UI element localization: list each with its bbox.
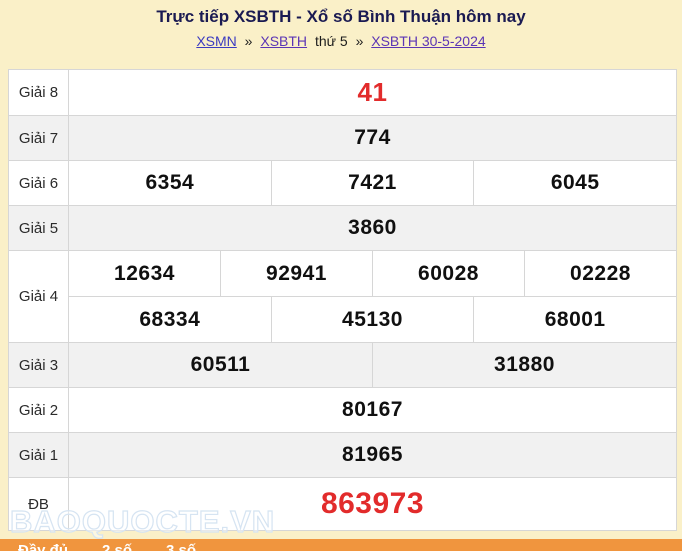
prize-values-giai-5: 3860 — [69, 206, 676, 250]
prize-number: 68001 — [473, 297, 676, 342]
page-title: Trực tiếp XSBTH - Xổ số Bình Thuận hôm n… — [156, 7, 526, 26]
prize-number: 31880 — [372, 343, 676, 387]
breadcrumb-separator: » — [355, 33, 364, 49]
prize-label-giai-1: Giải 1 — [9, 433, 69, 477]
breadcrumb-link-xsmn[interactable]: XSMN — [196, 33, 237, 49]
prize-subrow: 60511 31880 — [69, 343, 676, 387]
prize-number: 60511 — [190, 353, 251, 376]
prize-number: 3860 — [348, 216, 397, 239]
prize-number: 60028 — [372, 251, 524, 296]
prize-label-giai-2: Giải 2 — [9, 388, 69, 432]
prize-row-giai-3: Giải 3 60511 31880 — [9, 343, 676, 388]
prize-number: 80167 — [342, 398, 403, 421]
prize-label-giai-4: Giải 4 — [9, 251, 69, 342]
prize-number: 7421 — [270, 161, 474, 205]
prize-label-giai-7: Giải 7 — [9, 116, 69, 160]
prize-subrow: 3860 — [69, 206, 676, 250]
page-header: Trực tiếp XSBTH - Xổ số Bình Thuận hôm n… — [0, 0, 682, 49]
prize-row-giai-6: Giải 6 6354 7421 6045 — [9, 161, 676, 206]
breadcrumb-separator: » — [244, 33, 253, 49]
prize-number: 41 — [357, 77, 388, 107]
breadcrumb: XSMN » XSBTH thứ 5 » XSBTH 30-5-2024 — [0, 33, 682, 49]
prize-label-giai-5: Giải 5 — [9, 206, 69, 250]
prize-values-giai-4: 12634 92941 60028 02228 68334 45130 68001 — [69, 251, 676, 342]
prize-values-giai-7: 774 — [69, 116, 676, 160]
prize-row-giai-7: Giải 7 774 — [9, 116, 676, 161]
prize-subrow: 863973 — [69, 478, 676, 530]
footer-tab-2[interactable]: 3 số — [166, 542, 197, 551]
prize-number: 92941 — [220, 251, 372, 296]
prize-subrow: 80167 — [69, 388, 676, 432]
prize-subrow: 774 — [69, 116, 676, 160]
prize-number: 774 — [354, 126, 391, 149]
footer-tab-bar: Đầy đủ 2 số 3 số — [0, 539, 682, 551]
prize-number: 02228 — [524, 251, 676, 296]
prize-subrow: 12634 92941 60028 02228 — [69, 251, 676, 296]
prize-number: 6045 — [473, 161, 676, 205]
prize-number: 68334 — [139, 307, 201, 331]
prize-row-giai-8: Giải 8 41 — [9, 70, 676, 116]
prize-values-giai-2: 80167 — [69, 388, 676, 432]
prize-row-giai-db: ĐB 863973 — [9, 478, 676, 530]
prize-label-giai-3: Giải 3 — [9, 343, 69, 387]
prize-number: 6354 — [145, 171, 195, 194]
prize-values-giai-8: 41 — [69, 70, 676, 115]
prize-row-giai-5: Giải 5 3860 — [9, 206, 676, 251]
prize-number: 12634 — [114, 261, 175, 285]
prize-row-giai-4: Giải 4 12634 92941 60028 02228 68334 45130 6800… — [9, 251, 676, 343]
prize-row-giai-1: Giải 1 81965 — [9, 433, 676, 478]
prize-label-giai-db: ĐB — [9, 478, 69, 530]
prize-number: 863973 — [320, 487, 425, 520]
prize-values-giai-3: 60511 31880 — [69, 343, 676, 387]
footer-tab-0[interactable]: Đầy đủ — [18, 542, 69, 551]
prize-values-giai-db: 863973 — [69, 478, 676, 530]
prize-number: 81965 — [342, 443, 403, 466]
prize-subrow: 41 — [69, 70, 676, 115]
results-table: Giải 8 41 Giải 7 774 Giải 6 6354 7421 6045 Giải … — [8, 69, 677, 531]
prize-label-giai-8: Giải 8 — [9, 70, 69, 115]
prize-values-giai-6: 6354 7421 6045 — [69, 161, 676, 205]
prize-row-giai-2: Giải 2 80167 — [9, 388, 676, 433]
prize-number: 45130 — [270, 297, 474, 342]
breadcrumb-link-xsbth[interactable]: XSBTH — [260, 33, 308, 49]
prize-subrow: 81965 — [69, 433, 676, 477]
prize-values-giai-1: 81965 — [69, 433, 676, 477]
prize-subrow: 6354 7421 6045 — [69, 161, 676, 205]
breadcrumb-weekday: thứ 5 — [314, 33, 348, 49]
prize-label-giai-6: Giải 6 — [9, 161, 69, 205]
breadcrumb-link-date[interactable]: XSBTH 30-5-2024 — [371, 33, 486, 49]
prize-subrow: 68334 45130 68001 — [69, 296, 676, 342]
footer-tab-1[interactable]: 2 số — [102, 542, 133, 551]
